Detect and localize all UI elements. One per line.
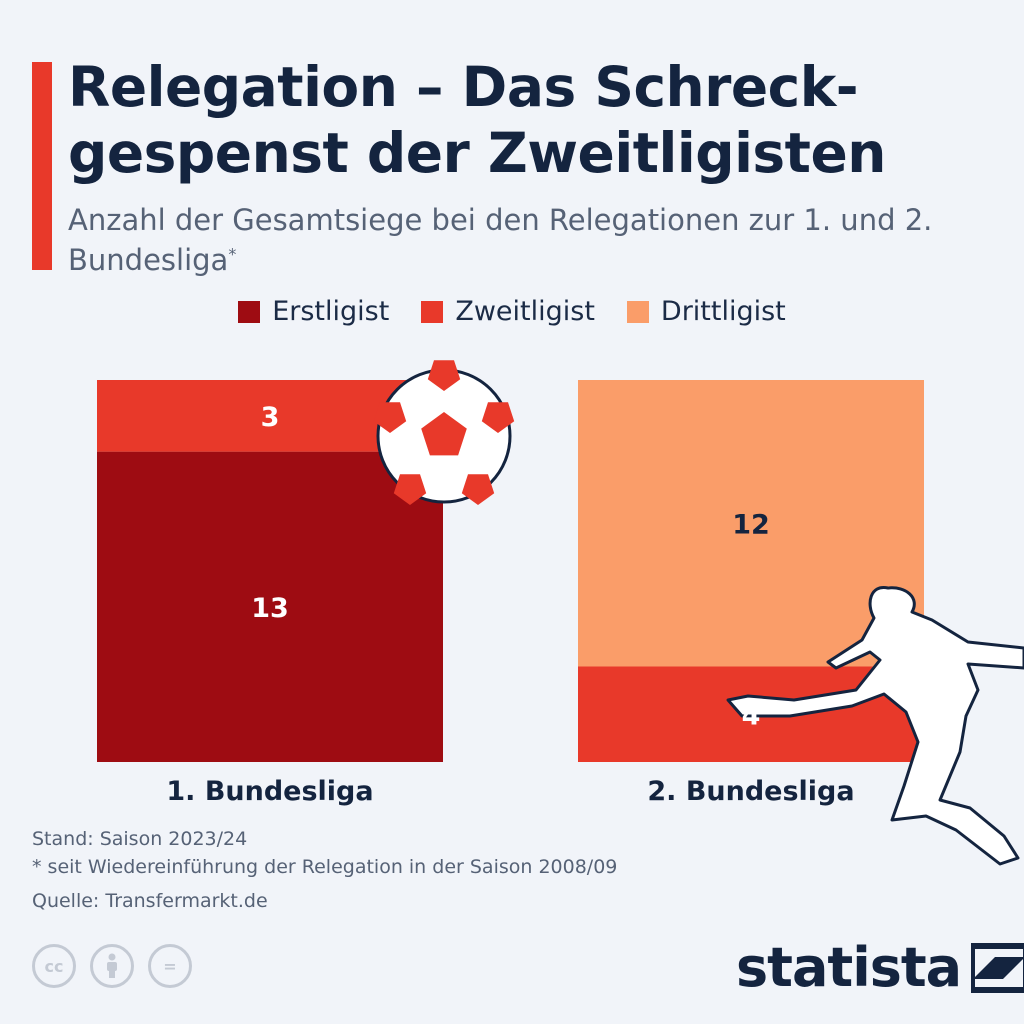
ball-patch-2 — [481, 402, 515, 433]
no-derivatives-label: = — [163, 956, 177, 976]
chart-title: Relegation – Das Schreck-gespenst der Zw… — [68, 55, 886, 185]
ball-patch-1 — [427, 360, 461, 391]
data-label-2-drittligist: 12 — [732, 509, 770, 540]
legend-item-erstligist: Erstligist — [238, 296, 389, 327]
chart-notes: Stand: Saison 2023/24 * seit Wiedereinfü… — [32, 826, 617, 916]
statista-logo[interactable]: statista — [736, 936, 1024, 999]
accent-bar — [32, 62, 52, 270]
legend-swatch-drittligist — [626, 300, 649, 323]
logo-text: statista — [736, 936, 962, 999]
legend-swatch-erstligist — [238, 300, 261, 323]
bar-segment-2-drittligist — [578, 380, 924, 667]
legend: Erstligist Zweitligist Drittligist — [0, 296, 1024, 327]
ball-patch-4 — [393, 474, 427, 505]
subtitle-text: Anzahl der Gesamtsiege bei den Relegatio… — [68, 203, 933, 277]
legend-item-drittligist: Drittligist — [626, 296, 786, 327]
data-label-2-zweitligist: 4 — [742, 700, 761, 731]
legend-item-zweitligist: Zweitligist — [421, 296, 595, 327]
category-label-1: 1. Bundesliga — [166, 776, 373, 807]
legend-label-zweitligist: Zweitligist — [455, 296, 595, 327]
legend-swatch-zweitligist — [421, 300, 444, 323]
kicking-player-silhouette — [726, 586, 1024, 866]
category-label-2: 2. Bundesliga — [647, 776, 854, 807]
subtitle-footnote-mark: * — [228, 244, 237, 264]
statista-logo-icon — [971, 942, 1024, 993]
note-footnote: * seit Wiedereinführung der Relegation i… — [32, 856, 618, 878]
attribution-icon[interactable] — [90, 944, 134, 988]
note-stand: Stand: Saison 2023/24 — [32, 828, 248, 850]
ball-patch-center — [421, 412, 467, 456]
cc-icon[interactable]: cc — [32, 944, 76, 988]
legend-label-erstligist: Erstligist — [272, 296, 390, 327]
bar-segment-1-erstligist — [97, 451, 443, 762]
cc-icon-label: cc — [44, 956, 64, 976]
data-label-1-zweitligist: 3 — [261, 402, 280, 433]
data-label-1-erstligist: 13 — [251, 593, 289, 624]
ball-patch-5 — [373, 402, 407, 433]
soccer-ball-icon — [373, 360, 515, 505]
license-icons: cc = — [32, 944, 192, 988]
legend-label-drittligist: Drittligist — [660, 296, 786, 327]
chart-subtitle: Anzahl der Gesamtsiege bei den Relegatio… — [68, 200, 968, 280]
no-derivatives-icon[interactable]: = — [148, 944, 192, 988]
person-glyph — [107, 953, 117, 978]
source-note: Quelle: Transfermarkt.de — [32, 890, 268, 912]
ball-patch-3 — [461, 474, 495, 505]
